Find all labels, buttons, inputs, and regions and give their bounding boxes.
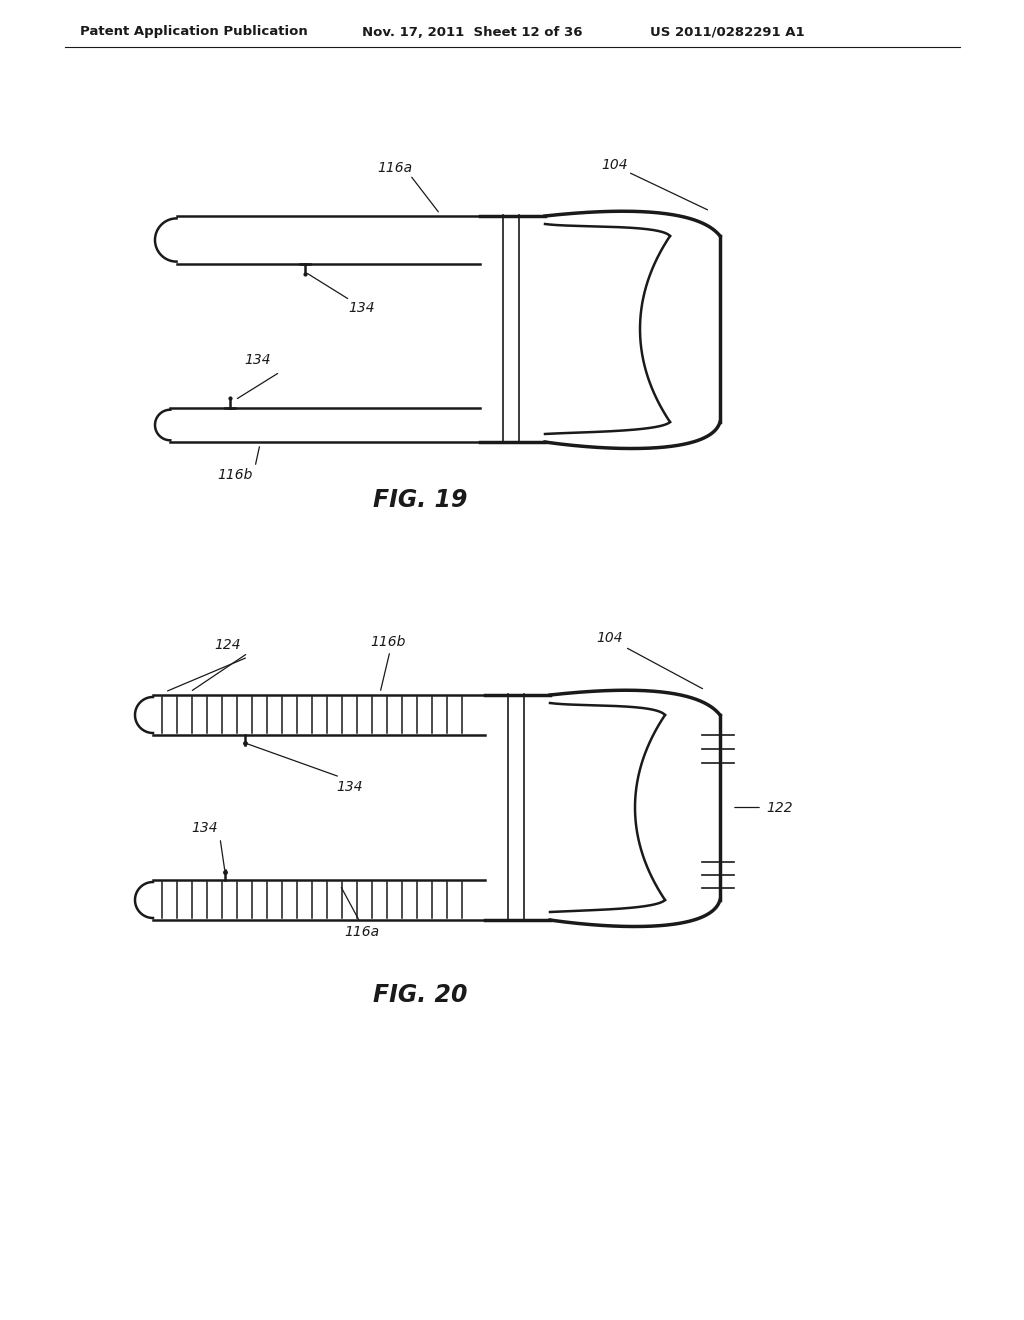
Text: 104: 104 [602,158,629,172]
Text: 116b: 116b [217,469,253,482]
Text: 116b: 116b [371,635,406,649]
Text: FIG. 20: FIG. 20 [373,983,467,1007]
Text: US 2011/0282291 A1: US 2011/0282291 A1 [650,25,805,38]
Text: 116a: 116a [344,925,380,939]
Text: Patent Application Publication: Patent Application Publication [80,25,308,38]
Text: 104: 104 [597,631,624,645]
Text: 116a: 116a [378,161,413,176]
Text: 134: 134 [337,780,364,795]
Text: 124: 124 [215,638,242,652]
Text: 134: 134 [349,301,376,315]
Text: Nov. 17, 2011  Sheet 12 of 36: Nov. 17, 2011 Sheet 12 of 36 [362,25,583,38]
Text: 134: 134 [191,821,218,836]
Text: FIG. 19: FIG. 19 [373,488,467,512]
Text: 134: 134 [245,352,271,367]
Text: 122: 122 [767,800,794,814]
